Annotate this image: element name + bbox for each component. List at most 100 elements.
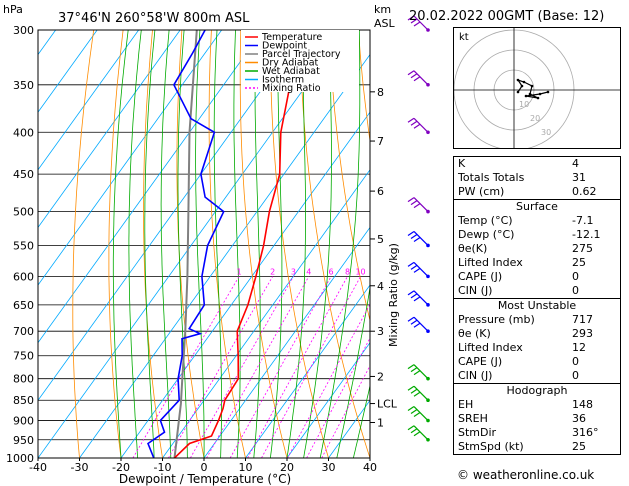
isotherm-line	[120, 111, 370, 458]
plot-frame	[37, 29, 371, 459]
legend-label: Parcel Trajectory	[262, 49, 341, 60]
wind-barb	[407, 385, 430, 403]
index-label: CAPE (J)	[458, 355, 503, 368]
hpa-unit-label: hPa	[3, 3, 23, 16]
hodograph-stats-title: Hodograph	[506, 384, 568, 397]
index-label: Pressure (mb)	[458, 313, 535, 326]
temperature-line	[173, 30, 298, 458]
index-label: Lifted Index	[458, 341, 523, 354]
mixing-ratio-label: 3	[291, 267, 296, 276]
wet-adiabat-line	[319, 30, 361, 458]
mixing-ratio-line	[168, 276, 274, 458]
x-tick-label: 20	[280, 461, 294, 474]
wind-barb	[407, 316, 430, 334]
dry-adiabat-line	[328, 30, 370, 322]
km-unit-label: km	[374, 3, 391, 16]
wet-adiabat-line	[303, 30, 332, 458]
wind-barb	[407, 364, 430, 381]
index-value: 25	[572, 256, 586, 269]
index-value: 0	[572, 284, 579, 297]
hodograph-point	[520, 84, 524, 88]
wind-barb	[407, 261, 430, 279]
index-label: StmDir	[458, 426, 497, 439]
index-label: Temp (°C)	[458, 214, 513, 227]
pressure-tick-label: 700	[13, 325, 34, 338]
index-row: CAPE (J) 0	[454, 355, 620, 369]
index-value: 0	[572, 270, 579, 283]
x-tick-label: 10	[239, 461, 253, 474]
index-row: CAPE (J) 0	[454, 270, 620, 284]
asl-label: ASL	[374, 17, 396, 30]
mixing-ratio-label: 10	[355, 267, 365, 276]
hodograph-point	[546, 90, 550, 94]
index-value: 148	[572, 398, 593, 411]
location-title: 37°46'N 260°58'W 800m ASL	[58, 11, 250, 26]
index-label: Lifted Index	[458, 256, 523, 269]
index-row: EH 148	[454, 398, 620, 412]
wet-adiabat-line	[353, 383, 370, 458]
hodograph-point	[538, 92, 542, 96]
pressure-tick-label: 350	[13, 79, 34, 92]
hodograph-point	[516, 78, 520, 82]
index-row: Pressure (mb) 717	[454, 313, 620, 327]
pressure-tick-label: 800	[13, 373, 34, 386]
x-tick-label: 40	[363, 461, 377, 474]
dry-adiabat-line	[358, 30, 370, 144]
wet-adiabat-line	[270, 30, 283, 458]
isotherm-line	[38, 30, 181, 229]
legend-label: Dewpoint	[262, 41, 307, 52]
hodograph-ring-label: 20	[530, 114, 540, 123]
km-tick-label: 4	[377, 280, 384, 293]
index-value: 12	[572, 341, 586, 354]
isotherm-line	[203, 226, 370, 458]
index-label: Dewp (°C)	[458, 228, 515, 241]
wind-barb	[407, 117, 430, 135]
hodograph-unit: kt	[459, 32, 469, 43]
wind-barb	[407, 230, 430, 248]
wet-adiabat-line	[195, 30, 205, 458]
x-tick-label: -20	[112, 461, 130, 474]
x-axis-label: Dewpoint / Temperature (°C)	[119, 472, 291, 486]
index-row: StmDir 316°	[454, 426, 620, 440]
parcel-trajectory-line	[173, 30, 198, 458]
hodograph-point	[528, 92, 532, 96]
wet-adiabat-line	[213, 30, 222, 458]
x-tick-label: -30	[71, 461, 89, 474]
hodograph-point	[516, 90, 520, 94]
mixing-ratio-line	[190, 276, 294, 458]
most-unstable-title: Most Unstable	[497, 299, 577, 312]
km-tick-label: 6	[377, 185, 384, 198]
mixing-ratio-line	[247, 276, 348, 458]
index-row: Lifted Index 12	[454, 341, 620, 355]
skewt-axes: 3003504004505005506006507007508008509009…	[6, 24, 398, 474]
mixing-ratio-label: 2	[270, 267, 275, 276]
legend-label: Wet Adiabat	[262, 66, 320, 77]
index-label: CIN (J)	[458, 369, 493, 382]
wind-barb	[407, 70, 430, 87]
legend-label: Isotherm	[262, 75, 304, 86]
index-row: PW (cm) 0.62	[454, 185, 620, 199]
index-value: 316°	[572, 426, 599, 439]
index-label: CAPE (J)	[458, 270, 503, 283]
wet-adiabat-line	[177, 30, 188, 458]
km-tick-label: 8	[377, 86, 384, 99]
mixing-ratio-line	[261, 276, 361, 458]
index-label: SREH	[458, 412, 488, 425]
legend-label: Dry Adiabat	[262, 58, 319, 69]
mixing-ratio-label: 4	[306, 267, 311, 276]
x-tick-label: -10	[154, 461, 172, 474]
wind-barb	[407, 406, 430, 423]
pressure-tick-label: 1000	[6, 452, 34, 465]
pressure-tick-label: 300	[13, 24, 34, 37]
mixing-ratio-line	[229, 276, 332, 458]
most-unstable-section: Most Unstable Pressure (mb) 717 θe (K) 293 L…	[454, 298, 620, 383]
x-tick-label: 0	[201, 461, 208, 474]
mixing-ratio-line	[206, 276, 310, 458]
legend-label: Mixing Ratio	[262, 83, 321, 94]
pressure-tick-label: 550	[13, 239, 34, 252]
hodograph-trace	[516, 78, 549, 99]
mixing-ratio-line	[321, 364, 370, 458]
km-tick-label: LCL	[377, 398, 398, 411]
hodograph-stats-section: Hodograph EH 148 SREH 36 StmDir 316° StmSpd (k…	[454, 383, 620, 454]
